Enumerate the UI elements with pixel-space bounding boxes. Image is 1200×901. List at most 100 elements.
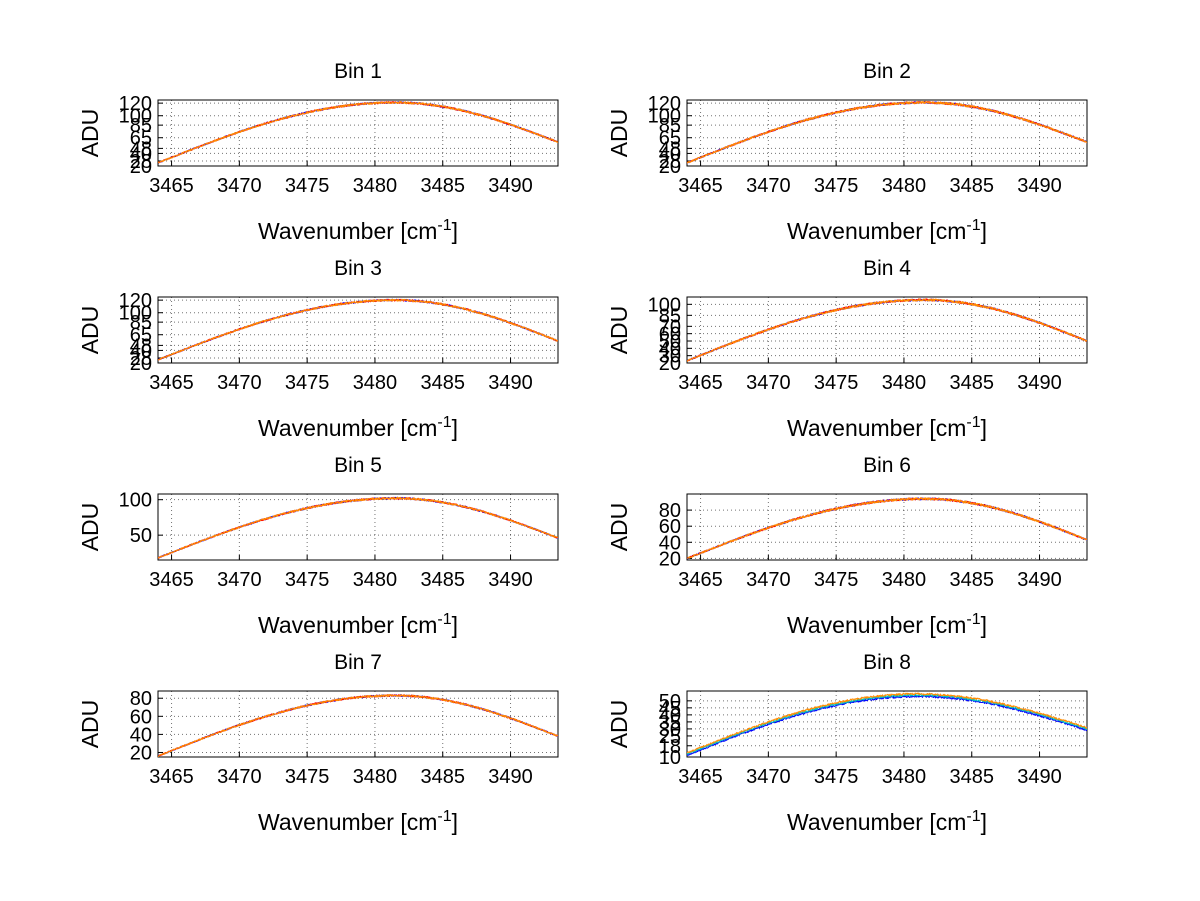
subplot-title: Bin 2 (863, 60, 911, 83)
x-axis-label: Wavenumber [cm-1] (258, 414, 458, 441)
subplot-1: Bin 1 3465 3470 3475 3480 3485 3490 20284048658… (77, 60, 559, 244)
x-axis-label-text: Wavenumber [cm (787, 809, 966, 835)
y-tick-label: 20 (659, 548, 681, 570)
y-tick-label: 85 (659, 115, 681, 137)
x-tick-label: 3475 (285, 569, 330, 591)
plot-area (686, 493, 1088, 561)
subplot-2: Bin 2 3465 3470 3475 3480 3485 3490 20284048658… (606, 60, 1088, 244)
x-tick-label: 3485 (949, 175, 994, 197)
y-tick-label: 30 (659, 719, 681, 741)
series-line-3 (158, 298, 558, 361)
subplot-title: Bin 5 (334, 454, 382, 477)
y-tick-label: 70 (659, 316, 681, 338)
y-tick-label: 120 (119, 290, 152, 312)
y-tick-label: 50 (659, 331, 681, 353)
y-tick-label: 80 (659, 500, 681, 522)
y-axis-label: ADU (77, 700, 103, 749)
x-tick-label: 3475 (814, 766, 859, 788)
y-tick-label: 40 (659, 143, 681, 165)
x-tick-label: 3485 (420, 569, 465, 591)
subplot-5: Bin 5 3465 3470 3475 3480 3485 3490 50 100 Wavenu… (77, 454, 559, 638)
x-axis-label-text: Wavenumber [cm (258, 809, 437, 835)
y-tick-label: 28 (659, 151, 681, 173)
x-axis-label: Wavenumber [cm-1] (787, 611, 987, 638)
x-axis-label-end: ] (452, 415, 458, 441)
x-tick-label: 3465 (149, 175, 194, 197)
y-tick-label: 65 (130, 325, 152, 347)
x-tick-label: 3475 (814, 372, 859, 394)
x-axis-label-superscript: -1 (437, 808, 451, 825)
subplot-title: Bin 8 (863, 651, 911, 674)
series-group (158, 694, 558, 757)
y-tick-label: 100 (648, 294, 681, 316)
y-tick-label: 10 (659, 747, 681, 769)
x-tick-label: 3490 (488, 569, 533, 591)
x-tick-label: 3465 (678, 175, 723, 197)
y-tick-label: 28 (130, 151, 152, 173)
y-tick-label: 25 (659, 726, 681, 748)
x-tick-label: 3480 (353, 766, 398, 788)
x-tick-label: 3470 (217, 569, 262, 591)
y-tick-label: 60 (659, 324, 681, 346)
y-axis-label: ADU (606, 503, 632, 552)
y-tick-label: 48 (659, 138, 681, 160)
y-tick-label: 40 (659, 338, 681, 360)
series-group (158, 101, 558, 164)
y-axis-label: ADU (606, 306, 632, 355)
subplot-8: Bin 8 3465 3470 3475 3480 3485 3490 10182530354… (606, 651, 1088, 835)
y-tick-label: 80 (130, 688, 152, 710)
x-tick-label: 3470 (217, 766, 262, 788)
x-tick-label: 3480 (882, 175, 927, 197)
series-line-3 (687, 497, 1087, 559)
x-tick-label: 3475 (814, 569, 859, 591)
subplot-title: Bin 1 (334, 60, 382, 83)
plot-area (157, 99, 559, 167)
y-tick-label: 45 (659, 698, 681, 720)
series-group (158, 298, 558, 361)
x-axis-label-superscript: -1 (437, 611, 451, 628)
x-tick-label: 3465 (149, 766, 194, 788)
x-tick-label: 3475 (285, 766, 330, 788)
x-axis-label-end: ] (452, 612, 458, 638)
x-tick-label: 3470 (217, 372, 262, 394)
x-tick-label: 3485 (420, 175, 465, 197)
y-tick-label: 40 (659, 532, 681, 554)
x-axis-label-end: ] (981, 612, 987, 638)
subplot-3: Bin 3 3465 3470 3475 3480 3485 3490 20284048658… (77, 257, 559, 441)
x-tick-label: 3475 (814, 175, 859, 197)
subplot-title: Bin 7 (334, 651, 382, 674)
x-tick-label: 3490 (488, 766, 533, 788)
x-axis-label-end: ] (452, 218, 458, 244)
x-tick-label: 3480 (353, 569, 398, 591)
x-axis-label-end: ] (981, 809, 987, 835)
x-axis-label-superscript: -1 (437, 414, 451, 431)
y-tick-label: 48 (130, 335, 152, 357)
x-tick-label: 3485 (420, 372, 465, 394)
series-group (687, 497, 1087, 560)
x-axis-label-superscript: -1 (437, 217, 451, 234)
series-line-3 (687, 101, 1087, 164)
plot-area (157, 296, 559, 364)
y-tick-label: 100 (648, 106, 681, 128)
x-tick-label: 3490 (1017, 372, 1062, 394)
y-tick-label: 20 (130, 742, 152, 764)
y-tick-label: 85 (130, 312, 152, 334)
y-tick-label: 100 (119, 490, 152, 512)
x-axis-label-text: Wavenumber [cm (258, 218, 437, 244)
x-axis-label-text: Wavenumber [cm (258, 612, 437, 638)
x-tick-label: 3470 (217, 175, 262, 197)
x-axis-label: Wavenumber [cm-1] (787, 217, 987, 244)
x-tick-label: 3485 (949, 372, 994, 394)
series-line-3 (158, 496, 558, 559)
x-tick-label: 3465 (678, 569, 723, 591)
x-tick-label: 3480 (882, 372, 927, 394)
series-group (158, 496, 558, 559)
x-axis-label-text: Wavenumber [cm (258, 415, 437, 441)
series-line-3 (158, 694, 558, 757)
x-tick-label: 3490 (1017, 175, 1062, 197)
x-axis-label-superscript: -1 (966, 414, 980, 431)
plot-area (686, 99, 1088, 167)
y-tick-label: 100 (119, 106, 152, 128)
